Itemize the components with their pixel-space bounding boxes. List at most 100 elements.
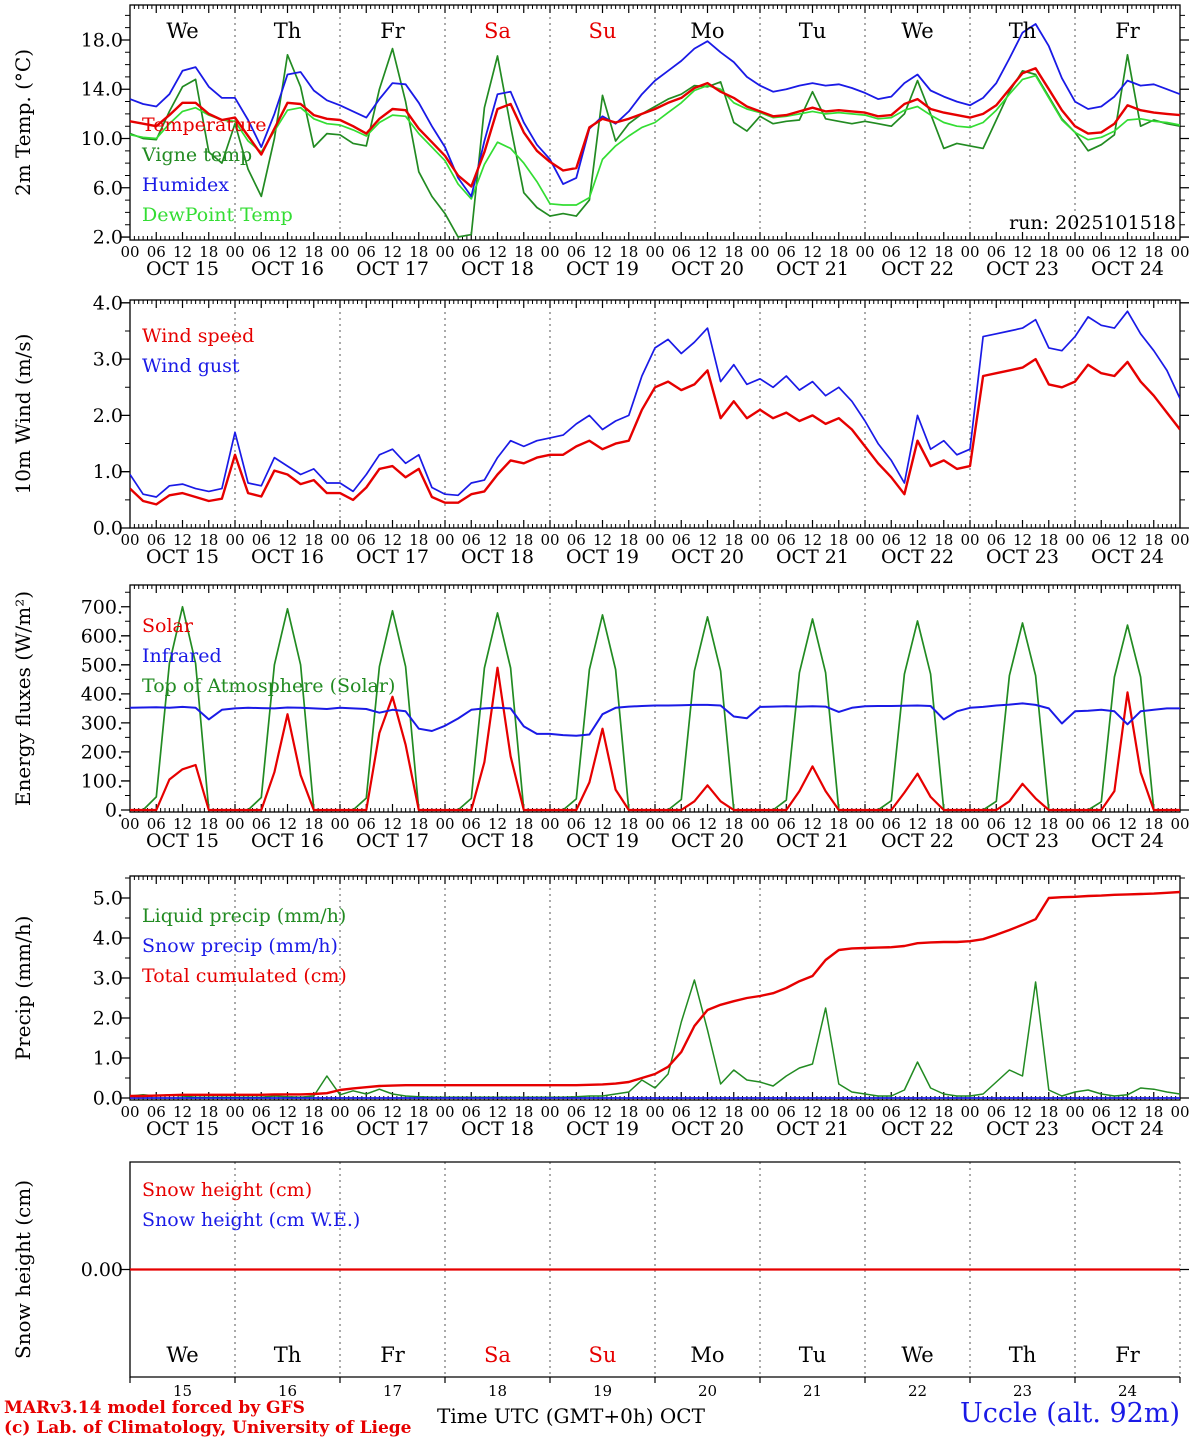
ytick-label: 600.: [81, 625, 123, 647]
ytick-label: 10.0: [81, 128, 123, 150]
hour-label: 12: [803, 815, 822, 833]
hour-label: 00: [1065, 1103, 1084, 1121]
hour-label: 18: [409, 243, 428, 261]
hour-label: 06: [882, 815, 901, 833]
month-label: OCT 23: [986, 258, 1059, 280]
hour-label: 06: [777, 531, 796, 549]
y-axis-label: Energy fluxes (W/m²): [11, 591, 35, 806]
hour-label: 18: [829, 1103, 848, 1121]
hour-label: 06: [672, 1103, 691, 1121]
ytick-label: 100.: [81, 770, 123, 792]
day-label: Fr: [380, 1343, 406, 1367]
hour-label: 00: [225, 815, 244, 833]
day-label: Mo: [690, 1343, 724, 1367]
hour-label: 06: [252, 531, 271, 549]
hour-label: 06: [672, 531, 691, 549]
day-label: Th: [1009, 19, 1037, 43]
hour-label: 12: [383, 815, 402, 833]
date-label: 24: [1118, 1382, 1137, 1400]
legend-entry: Temperature: [142, 114, 266, 136]
hour-label: 06: [567, 815, 586, 833]
hour-label: 00: [330, 243, 349, 261]
hour-label: 00: [855, 531, 874, 549]
hour-label: 12: [488, 815, 507, 833]
ytick-label: 200.: [81, 741, 123, 763]
hour-label: 00: [960, 1103, 979, 1121]
month-label: OCT 24: [1091, 1118, 1164, 1140]
month-label: OCT 24: [1091, 258, 1164, 280]
hour-label: 12: [908, 1103, 927, 1121]
hour-label: 00: [960, 531, 979, 549]
hour-label: 00: [750, 531, 769, 549]
hour-label: 12: [803, 243, 822, 261]
hour-label: 18: [934, 243, 953, 261]
sixhour-tick-marks: [155, 5, 1155, 240]
legend-entry: DewPoint Temp: [142, 204, 293, 226]
ytick-label: 2.0: [93, 405, 123, 427]
hour-label: 12: [908, 531, 927, 549]
hour-label: 06: [777, 243, 796, 261]
legend-entry: Humidex: [142, 174, 229, 196]
hour-label: 00: [1170, 1103, 1189, 1121]
y-axis-label: Precip (mm/h): [11, 916, 35, 1061]
hour-label: 12: [593, 1103, 612, 1121]
series-dewpoint_temp: [130, 74, 1180, 206]
hour-label: 06: [882, 243, 901, 261]
hour-label: 18: [829, 243, 848, 261]
hour-label: 06: [777, 815, 796, 833]
y-major-tick-marks: [121, 302, 1189, 529]
legend-entry: Vigne temp: [141, 144, 252, 166]
hour-label: 18: [514, 815, 533, 833]
hour-label: 18: [1144, 531, 1163, 549]
legend-entry: Solar: [142, 615, 194, 637]
hour-label: 06: [672, 815, 691, 833]
series-wind_gust: [130, 310, 1180, 498]
hour-label: 18: [1039, 531, 1058, 549]
hour-label: 00: [645, 815, 664, 833]
hour-label: 18: [1039, 815, 1058, 833]
hour-label: 12: [1013, 815, 1032, 833]
hour-label: 06: [987, 815, 1006, 833]
hour-label: 00: [435, 1103, 454, 1121]
hour-label: 12: [173, 815, 192, 833]
month-label: OCT 16: [251, 258, 324, 280]
hour-label: 18: [619, 1103, 638, 1121]
hour-label: 18: [934, 531, 953, 549]
hour-label: 12: [908, 815, 927, 833]
lab-credit: (c) Lab. of Climatology, University of L…: [4, 1418, 412, 1438]
series-humidex: [130, 23, 1180, 198]
hour-label: 06: [462, 815, 481, 833]
legend-entry: Snow height (cm W.E.): [142, 1209, 360, 1231]
hour-tick-marks: [133, 5, 1177, 240]
month-label: OCT 23: [986, 830, 1059, 852]
y-major-tick-marks: [121, 897, 1189, 1099]
hour-label: 18: [724, 243, 743, 261]
hour-label: 12: [908, 243, 927, 261]
hour-tick-marks: [133, 300, 1177, 528]
y-axis-label: Snow height (cm): [11, 1180, 35, 1359]
hour-label: 00: [855, 243, 874, 261]
ytick-label: 4.0: [93, 928, 123, 950]
hour-label: 12: [383, 531, 402, 549]
day-label: Tu: [799, 1343, 827, 1367]
hour-label: 00: [645, 531, 664, 549]
hour-label: 18: [304, 531, 323, 549]
date-label: 16: [278, 1382, 297, 1400]
hour-label: 12: [593, 243, 612, 261]
day-label: Th: [1009, 1343, 1037, 1367]
hour-label: 00: [750, 243, 769, 261]
hour-label: 06: [462, 531, 481, 549]
hour-label: 06: [462, 1103, 481, 1121]
hour-label: 06: [987, 243, 1006, 261]
hour-label: 00: [855, 815, 874, 833]
hour-label: 06: [672, 243, 691, 261]
hour-label: 18: [304, 243, 323, 261]
hour-label: 12: [173, 531, 192, 549]
hour-label: 06: [567, 531, 586, 549]
month-label: OCT 16: [251, 1118, 324, 1140]
month-label: OCT 18: [461, 830, 534, 852]
hour-label: 12: [173, 243, 192, 261]
hour-label: 00: [540, 815, 559, 833]
y-major-tick-marks: [121, 39, 1189, 238]
